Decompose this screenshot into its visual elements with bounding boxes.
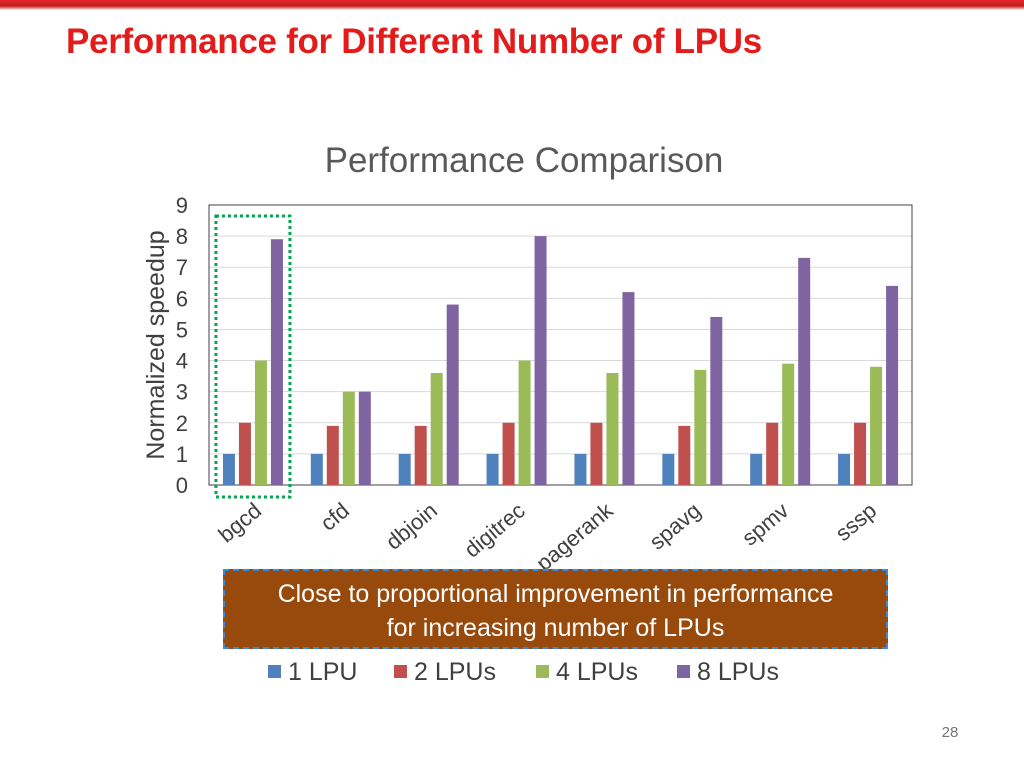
x-tick-label: pagerank — [531, 497, 618, 576]
bar-4-lpus-sssp — [870, 366, 883, 485]
x-tick-label: cfd — [315, 498, 354, 536]
bar-4-lpus-pagerank — [606, 373, 619, 485]
bar-8-lpus-pagerank — [622, 292, 635, 485]
bar-8-lpus-bgcd — [270, 239, 283, 485]
legend-label: 2 LPUs — [414, 658, 496, 686]
top-accent-bar — [0, 0, 1024, 10]
legend-label: 1 LPU — [288, 658, 357, 686]
bar-2-lpus-cfd — [326, 425, 339, 485]
bar-1-lpu-sssp — [838, 453, 851, 485]
slide-title: Performance for Different Number of LPUs — [66, 22, 762, 61]
bar-8-lpus-digitrec — [534, 236, 547, 485]
y-tick-label: 1 — [176, 442, 188, 467]
bar-2-lpus-digitrec — [502, 422, 515, 485]
bar-2-lpus-dbjoin — [414, 425, 427, 485]
x-tick-label: sssp — [831, 498, 882, 546]
bar-4-lpus-spmv — [782, 363, 795, 485]
bar-1-lpu-cfd — [310, 453, 323, 485]
bar-4-lpus-cfd — [342, 391, 355, 485]
bar-8-lpus-spavg — [710, 317, 723, 485]
x-tick-label: dbjoin — [381, 498, 442, 555]
y-tick-label: 7 — [176, 255, 188, 280]
callout-line-2: for increasing number of LPUs — [386, 614, 725, 642]
bar-1-lpu-digitrec — [486, 453, 499, 485]
y-tick-label: 3 — [176, 380, 188, 405]
highlight-box-bgcd — [214, 214, 292, 499]
bar-4-lpus-digitrec — [518, 360, 531, 485]
bar-4-lpus-spavg — [694, 369, 707, 485]
bar-1-lpu-spavg — [662, 453, 675, 485]
bar-1-lpu-dbjoin — [398, 453, 411, 485]
y-tick-label: 9 — [176, 193, 188, 218]
y-tick-label: 2 — [176, 411, 188, 436]
x-tick-label: spavg — [644, 498, 705, 555]
legend-swatch-2-lpus — [394, 665, 407, 678]
bar-2-lpus-spmv — [766, 422, 779, 485]
x-tick-label: digitrec — [459, 498, 529, 563]
bar-8-lpus-sssp — [886, 285, 899, 485]
y-tick-label: 5 — [176, 317, 188, 342]
y-tick-label: 0 — [176, 473, 188, 498]
x-tick-label: bgcd — [214, 498, 267, 548]
legend-swatch-8-lpus — [677, 665, 690, 678]
legend-swatch-1-lpu — [268, 665, 281, 678]
bar-8-lpus-dbjoin — [446, 304, 459, 485]
page-number: 28 — [941, 724, 959, 741]
bar-2-lpus-pagerank — [590, 422, 603, 485]
bar-2-lpus-sssp — [854, 422, 867, 485]
bar-8-lpus-cfd — [358, 391, 371, 485]
bar-2-lpus-bgcd — [238, 422, 251, 485]
callout-box: Close to proportional improvement in per… — [223, 569, 888, 649]
y-tick-label: 8 — [176, 224, 188, 249]
callout-line-1: Close to proportional improvement in per… — [277, 580, 834, 608]
bar-1-lpu-pagerank — [574, 453, 587, 485]
x-tick-label: spmv — [737, 498, 793, 551]
y-axis-label: Normalized speedup — [142, 230, 170, 459]
bar-1-lpu-spmv — [750, 453, 763, 485]
legend-label: 8 LPUs — [697, 658, 779, 686]
legend-swatch-4-lpus — [536, 665, 549, 678]
bar-4-lpus-bgcd — [254, 360, 267, 485]
bar-8-lpus-spmv — [798, 257, 811, 485]
y-tick-label: 4 — [176, 349, 188, 374]
bar-2-lpus-spavg — [678, 425, 691, 485]
bar-4-lpus-dbjoin — [430, 373, 443, 485]
y-tick-label: 6 — [176, 286, 188, 311]
chart-title: Performance Comparison — [325, 141, 724, 180]
plot-area-border — [208, 204, 913, 486]
bar-1-lpu-bgcd — [222, 453, 235, 485]
legend-label: 4 LPUs — [556, 658, 638, 686]
